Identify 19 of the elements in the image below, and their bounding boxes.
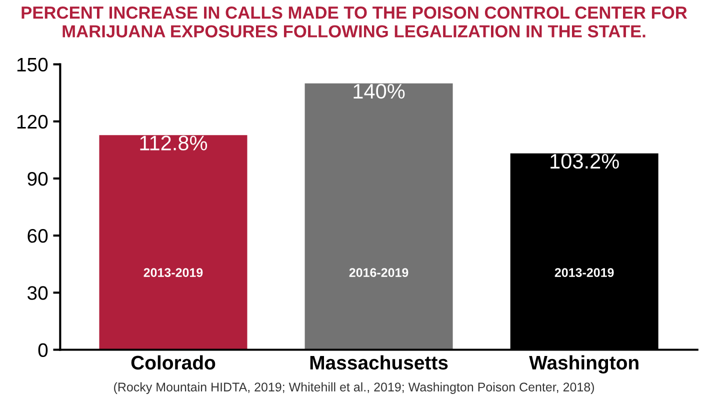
x-tick-label: Massachusetts <box>310 355 448 370</box>
y-tick-label: 60 <box>28 229 48 243</box>
data-label: 140% <box>354 84 405 99</box>
annotation: 2013-2019 <box>144 268 203 277</box>
x-tick-label: Colorado <box>131 355 216 370</box>
chart-title: PERCENT INCREASE IN CALLS MADE TO THE POISON CONTROL CENTER FOR MARIJUANA EXPOSURES FOLLOWING LEGALIZATION IN THE STATE. <box>22 6 688 38</box>
x-tick-label: Washington <box>529 355 638 374</box>
annotation: 2013-2019 <box>554 268 614 277</box>
y-tick-label: 120 <box>17 114 48 129</box>
y-tick-label: 150 <box>17 58 48 72</box>
y-tick-label: 0 <box>38 343 48 357</box>
data-label: 103.2% <box>550 154 619 169</box>
annotation: 2016-2019 <box>349 268 408 277</box>
bar <box>304 83 453 350</box>
y-tick-label: 30 <box>27 286 48 300</box>
bar <box>99 135 248 350</box>
data-label: 112.8% <box>140 136 208 150</box>
text: (Rocky Mountain HIDTA, 2019; Whitehill et al., 2019; Washington Poison Center, 2018) <box>114 382 594 394</box>
y-tick-label: 90 <box>28 172 48 186</box>
